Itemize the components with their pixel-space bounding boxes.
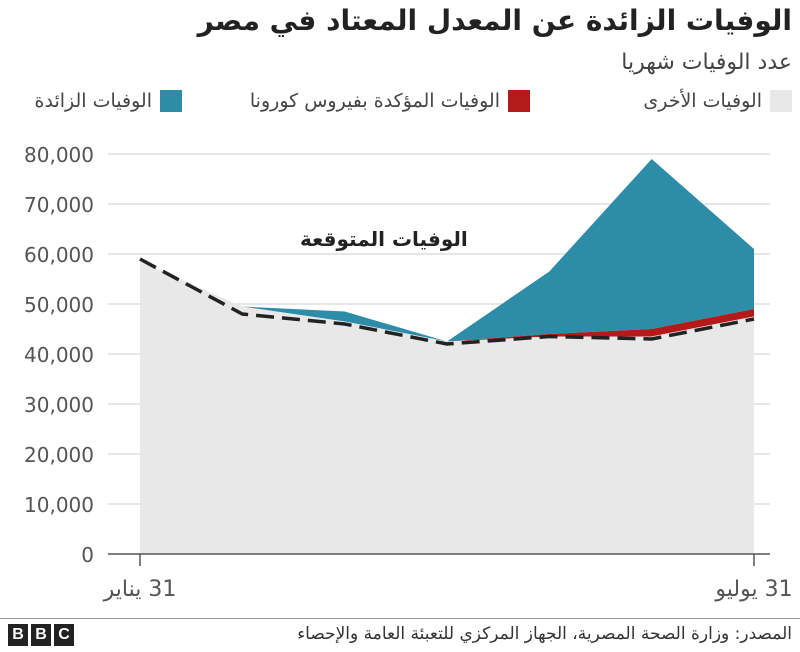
legend: الوفيات الأخرى الوفيات المؤكدة بفيروس كو… (8, 90, 792, 118)
y-tick-label: 50,000 (24, 293, 94, 317)
other-deaths-area (140, 261, 754, 554)
source-note: المصدر: وزارة الصحة المصرية، الجهاز المر… (297, 624, 792, 644)
y-tick-label: 60,000 (24, 243, 94, 267)
excess-deaths-area (140, 159, 754, 342)
y-tick-label: 20,000 (24, 443, 94, 467)
legend-item-covid: الوفيات المؤكدة بفيروس كورونا (250, 90, 530, 112)
x-tick-label: 31 يوليو (714, 577, 792, 602)
y-tick-label: 30,000 (24, 393, 94, 417)
legend-swatch-covid (508, 90, 530, 112)
y-tick-label: 70,000 (24, 193, 94, 217)
x-tick-label: 31 يناير (103, 577, 177, 602)
bbc-logo-letter: C (54, 624, 74, 646)
legend-swatch-other (770, 90, 792, 112)
expected-deaths-label: الوفيات المتوقعة (300, 227, 468, 251)
footer-divider (0, 618, 800, 619)
y-tick-label: 10,000 (24, 493, 94, 517)
legend-label-excess: الوفيات الزائدة (34, 90, 152, 112)
y-tick-label: 0 (81, 543, 94, 567)
legend-item-other: الوفيات الأخرى (643, 90, 792, 112)
chart-subtitle: عدد الوفيات شهريا (621, 50, 792, 75)
chart-title: الوفيات الزائدة عن المعدل المعتاد في مصر (197, 4, 792, 37)
bbc-logo: B B C (8, 624, 74, 646)
y-tick-label: 80,000 (24, 143, 94, 167)
bbc-logo-letter: B (31, 624, 51, 646)
expected-deaths-line (139, 257, 755, 346)
legend-label-other: الوفيات الأخرى (643, 90, 762, 112)
legend-label-covid: الوفيات المؤكدة بفيروس كورونا (249, 90, 500, 112)
y-tick-label: 40,000 (24, 343, 94, 367)
bbc-logo-letter: B (8, 624, 28, 646)
legend-swatch-excess (160, 90, 182, 112)
legend-item-excess: الوفيات الزائدة (35, 90, 182, 112)
